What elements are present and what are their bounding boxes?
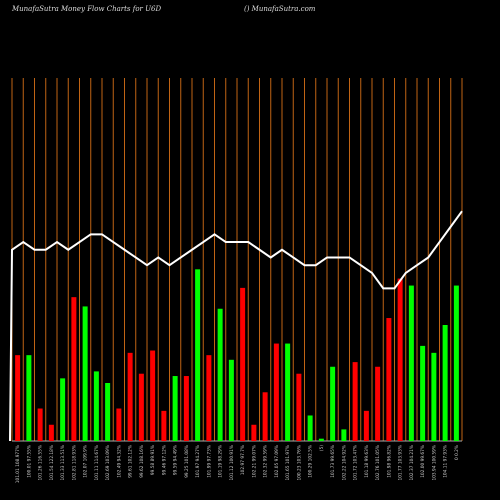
- money-flow-bar: [206, 355, 212, 441]
- x-tick-label: 101.72 103.47%: [353, 445, 359, 481]
- money-flow-bar: [138, 373, 144, 441]
- x-tick-label: 101.65 101.97%: [285, 445, 291, 481]
- money-flow-bars: [15, 269, 459, 441]
- x-tick-label: 102.49 94.32%: [116, 445, 122, 478]
- money-flow-bar: [26, 355, 32, 441]
- x-tick-label: 102.97 97.7%: [240, 445, 246, 475]
- money-flow-bar: [161, 410, 167, 441]
- money-flow-bar: [262, 392, 268, 441]
- x-tick-label: 101.98 96.82%: [386, 445, 392, 478]
- x-tick-label: 101.01 108.977%: [15, 445, 21, 483]
- money-flow-bar: [71, 297, 77, 441]
- money-flow-bar: [296, 373, 302, 441]
- x-tick-label: 99.61 102.12%: [128, 445, 134, 478]
- money-flow-bar: [386, 318, 392, 441]
- money-flow-bar: [60, 378, 66, 441]
- x-tick-label: 101.97 94.27%: [195, 445, 201, 478]
- money-flow-bar: [228, 359, 234, 441]
- price-line: [9, 210, 463, 442]
- x-tick-label: 102.32 99.59%: [263, 445, 269, 478]
- x-axis-tick-labels: 101.01 108.977% 100.01 97.55% 101.26 116.5…: [15, 445, 460, 484]
- x-tick-label: 102.07 109.9%: [83, 445, 89, 478]
- x-tick-label: 102.21 99.07%: [251, 445, 257, 478]
- x-tick-label: 99.25 101.08%: [184, 445, 190, 478]
- x-tick-label: (5): [319, 445, 325, 451]
- money-flow-bar: [408, 285, 414, 441]
- money-flow-bar: [48, 424, 54, 441]
- x-tick-label: 102.37 104.21%: [409, 445, 415, 481]
- money-flow-bar: [240, 287, 246, 441]
- x-tick-label: 103.94 100.59%: [431, 445, 437, 481]
- money-flow-bar: [318, 438, 324, 441]
- money-flow-bar: [150, 350, 156, 441]
- x-tick-label: 101.33 113.51%: [60, 445, 66, 481]
- x-tick-label: 101.11 114.67%: [94, 445, 100, 481]
- money-flow-bar: [127, 352, 133, 441]
- x-tick-label: 101.54 122.18%: [49, 445, 55, 481]
- x-tick-label: 102.76 101.05%: [375, 445, 381, 481]
- chart-title: MunafaSutra Money Flow Charts for U6D: [12, 5, 162, 13]
- money-flow-bar: [397, 278, 403, 441]
- money-flow-bar: [285, 343, 291, 441]
- x-tick-label: 104.11 97.93%: [443, 445, 449, 478]
- money-flow-bar: [37, 408, 43, 441]
- x-tick-label: 101.19 98.29%: [218, 445, 224, 478]
- money-flow-bar: [375, 366, 381, 441]
- x-tick-label: 100.01 97.55%: [26, 445, 32, 478]
- x-tick-label: 101.77 103.93%: [398, 445, 404, 481]
- money-flow-bar: [363, 410, 369, 441]
- money-flow-bar: [105, 383, 111, 441]
- money-flow-bar: [251, 424, 257, 441]
- money-flow-bar: [116, 408, 122, 441]
- money-flow-bar: [420, 345, 426, 441]
- money-flow-bar: [183, 376, 189, 441]
- x-tick-label: 102.05 97.09%: [274, 445, 280, 478]
- x-tick-label: 101.18 99.63%: [364, 445, 370, 478]
- x-tick-label: 101.26 116.55%: [38, 445, 44, 481]
- x-tick-label: 102.81 118.93%: [71, 445, 77, 481]
- money-flow-bar: [82, 306, 88, 441]
- x-tick-label: 99.46 97.12%: [161, 445, 167, 475]
- x-tick-label: 0 0.2%: [454, 445, 460, 460]
- x-tick-label: 100.29 102.5%: [308, 445, 314, 478]
- x-tick-label: 101.73 99.65%: [330, 445, 336, 478]
- x-tick-label: 102.00 99.67%: [420, 445, 426, 478]
- x-tick-label: 99.62 108.16%: [139, 445, 145, 478]
- money-flow-bar: [330, 366, 336, 441]
- money-flow-bar: [442, 325, 448, 441]
- x-tick-label: 99.58 89.91%: [150, 445, 156, 475]
- x-tick-label: 99.59 94.49%: [173, 445, 179, 475]
- site-watermark: () MunafaSutra.com: [244, 5, 316, 13]
- money-flow-bar: [352, 362, 358, 441]
- x-tick-label: 101.12 100.91%: [229, 445, 235, 481]
- money-flow-bar: [307, 415, 313, 441]
- money-flow-bar: [217, 308, 223, 441]
- money-flow-bar: [453, 285, 459, 441]
- x-tick-label: 101.99 97.73%: [206, 445, 212, 478]
- chart-gridlines: [11, 78, 463, 441]
- x-tick-label: 102.22 104.92%: [341, 445, 347, 481]
- money-flow-bar: [93, 371, 99, 441]
- money-flow-bar: [273, 343, 279, 441]
- money-flow-bar: [431, 352, 437, 441]
- x-tick-label: 100.23 103.76%: [296, 445, 302, 481]
- money-flow-bar: [195, 269, 201, 441]
- money-flow-bar: [15, 355, 21, 441]
- money-flow-bar: [341, 429, 347, 441]
- money-flow-bar: [172, 376, 178, 441]
- x-tick-label: 102.69 103.09%: [105, 445, 111, 481]
